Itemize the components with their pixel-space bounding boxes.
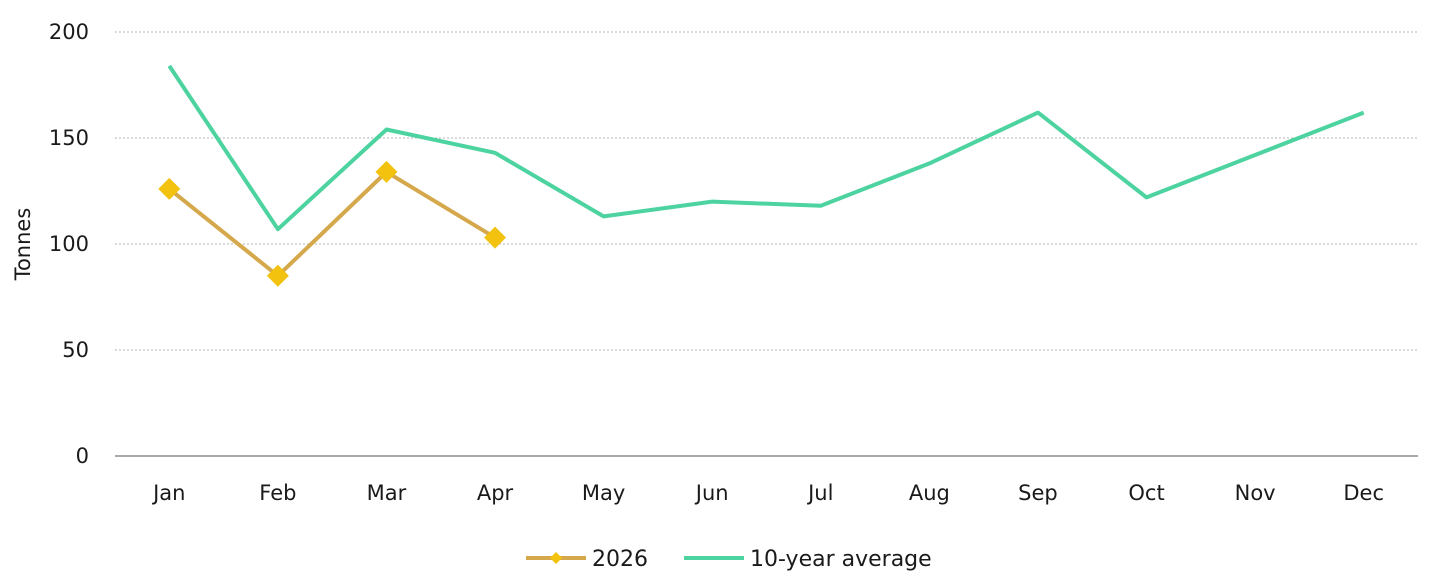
series-layer (158, 64, 1365, 287)
data-point-2026 (375, 160, 398, 183)
x-tick-label: Mar (367, 481, 407, 505)
legend-label-2026: 2026 (592, 547, 648, 572)
x-tick-label: Jun (694, 481, 729, 505)
x-tick-label: Aug (909, 481, 950, 505)
legend-label-10-year-average: 10-year average (750, 547, 932, 572)
gridlines (115, 31, 1418, 457)
legend-item-2026: 2026 (526, 547, 648, 572)
data-point-2026 (484, 226, 507, 249)
x-tick-label: Sep (1018, 481, 1058, 505)
legend-marker-2026 (550, 552, 562, 564)
y-tick-label: 150 (49, 126, 89, 150)
series-line-10-year-average (167, 64, 1365, 232)
x-tick-label: Dec (1343, 481, 1384, 505)
x-tick-label: Jul (806, 481, 833, 505)
x-tick-label: Nov (1235, 481, 1276, 505)
y-axis-ticks: 0 50 100 150 200 (49, 20, 89, 468)
y-tick-label: 0 (76, 444, 89, 468)
x-tick-label: Oct (1128, 481, 1164, 505)
x-tick-label: Jan (151, 481, 185, 505)
x-tick-label: Apr (477, 481, 514, 505)
y-tick-label: 200 (49, 20, 89, 44)
x-tick-label: Feb (259, 481, 296, 505)
y-axis-title: Tonnes (11, 208, 35, 282)
series-line-2026 (168, 169, 497, 278)
y-tick-label: 100 (49, 232, 89, 256)
data-point-2026 (266, 264, 289, 287)
legend: 2026 10-year average (526, 547, 932, 572)
y-tick-label: 50 (62, 338, 89, 362)
x-tick-label: May (582, 481, 625, 505)
data-point-2026 (158, 177, 181, 200)
x-axis-ticks: Jan Feb Mar Apr May Jun Jul Aug Sep Oct Nov Dec (151, 481, 1384, 505)
legend-item-10-year-average: 10-year average (684, 547, 932, 572)
